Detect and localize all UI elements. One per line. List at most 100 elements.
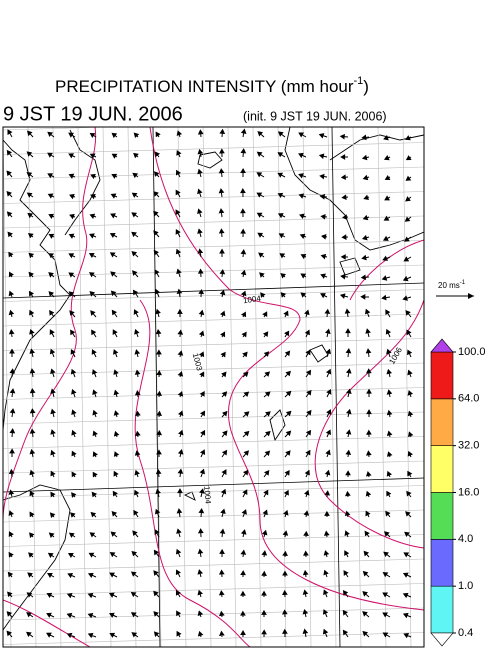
wind-arrow xyxy=(382,592,391,598)
wind-arrow xyxy=(240,529,247,538)
wind-arrow xyxy=(282,589,288,598)
wind-arrow xyxy=(133,152,139,159)
wind-arrow xyxy=(28,252,35,259)
wind-arrow xyxy=(29,490,35,498)
wind-arrow xyxy=(176,610,182,618)
wind-arrow xyxy=(113,389,120,398)
wind-arrow xyxy=(177,390,184,398)
parallel xyxy=(3,632,424,645)
wind-arrow xyxy=(386,490,392,498)
wind-arrow xyxy=(404,216,412,222)
wind-arrow xyxy=(26,151,34,158)
parallel xyxy=(3,411,424,425)
wind-arrow xyxy=(240,167,246,178)
wind-arrow xyxy=(156,349,162,358)
wind-arrow xyxy=(405,511,412,518)
wind-arrow xyxy=(153,631,160,638)
wind-arrow xyxy=(134,489,140,498)
wind-arrow xyxy=(284,410,292,418)
wind-arrow xyxy=(365,510,371,518)
wind-arrow xyxy=(176,508,183,518)
wind-arrow xyxy=(320,273,328,279)
wind-arrow xyxy=(323,589,329,598)
wind-arrow xyxy=(175,248,182,258)
wind-arrow xyxy=(48,532,55,538)
wind-arrow xyxy=(304,329,310,338)
wind-arrow xyxy=(221,430,228,438)
wind-arrow xyxy=(284,450,291,458)
isobar-label: 1006 xyxy=(387,345,404,365)
wind-arrow xyxy=(259,272,265,278)
wind-arrow xyxy=(305,369,312,378)
wind-arrow xyxy=(27,130,34,138)
wind-arrow xyxy=(27,233,34,239)
wind-arrow xyxy=(361,134,370,141)
wind-arrow xyxy=(111,173,118,179)
wind-arrow xyxy=(407,369,413,378)
wind-arrow xyxy=(109,632,118,638)
wind-arrow xyxy=(386,451,393,458)
wind-arrow xyxy=(88,253,97,259)
wind-arrow xyxy=(302,569,309,578)
wind-arrow xyxy=(280,273,287,279)
wind-arrow xyxy=(263,391,271,398)
wind-arrow xyxy=(220,331,226,338)
wind-arrow xyxy=(7,591,13,598)
wind-arrow xyxy=(198,309,205,318)
wind-arrow xyxy=(29,408,36,418)
wind-arrow xyxy=(320,253,328,260)
wind-arrow xyxy=(263,450,271,458)
wind-arrow xyxy=(108,592,118,598)
wind-arrow xyxy=(50,429,56,438)
wind-arrow xyxy=(305,429,312,438)
parallel xyxy=(3,509,424,523)
wind-arrow xyxy=(6,170,13,178)
wind-arrow xyxy=(197,548,204,558)
parallel xyxy=(3,240,424,253)
wind-arrow xyxy=(29,448,36,458)
meridian xyxy=(402,127,412,647)
wind-arrow xyxy=(242,371,249,378)
wind-arrow xyxy=(47,173,55,179)
wind-arrow xyxy=(262,331,269,338)
title-end: ) xyxy=(363,77,369,96)
wind-arrow xyxy=(221,371,227,378)
wind-arrow xyxy=(404,531,412,538)
wind-arrow xyxy=(8,510,14,518)
wind-arrow xyxy=(318,133,328,139)
wind-arrow xyxy=(49,348,56,358)
wind-arrow xyxy=(175,189,181,198)
wind-arrow xyxy=(385,309,391,318)
parallel xyxy=(3,191,424,204)
wind-arrow xyxy=(91,369,98,378)
parallel xyxy=(3,558,424,572)
wind-arrow xyxy=(365,368,372,378)
wind-arrow xyxy=(407,390,414,398)
wind-arrow xyxy=(197,168,203,178)
wind-arrow xyxy=(361,154,370,161)
wind-arrow xyxy=(344,308,351,318)
wind-arrow xyxy=(175,548,182,558)
wind-arrow xyxy=(130,571,139,578)
colorbar-label: 64.0 xyxy=(458,393,479,405)
wind-arrow xyxy=(50,470,56,478)
wind-arrow xyxy=(134,390,141,398)
wind-arrow xyxy=(325,429,332,438)
wind-arrow xyxy=(326,388,332,398)
wind-arrow xyxy=(362,214,370,221)
wind-arrow xyxy=(402,295,412,301)
wind-arrow xyxy=(277,172,286,178)
wind-arrow xyxy=(48,233,55,239)
wind-arrow xyxy=(261,529,268,538)
colorbar-label: 0.4 xyxy=(458,627,473,639)
wind-arrow xyxy=(300,273,307,279)
wind-arrow xyxy=(50,388,56,398)
wind-arrow xyxy=(71,492,77,498)
wind-arrow xyxy=(258,252,265,258)
wind-arrow xyxy=(47,193,55,199)
wind-arrow xyxy=(87,572,97,579)
wind-arrow xyxy=(321,234,328,240)
wind-arrow xyxy=(219,528,226,538)
wind-arrow xyxy=(325,368,332,378)
wind-arrow xyxy=(155,488,161,498)
